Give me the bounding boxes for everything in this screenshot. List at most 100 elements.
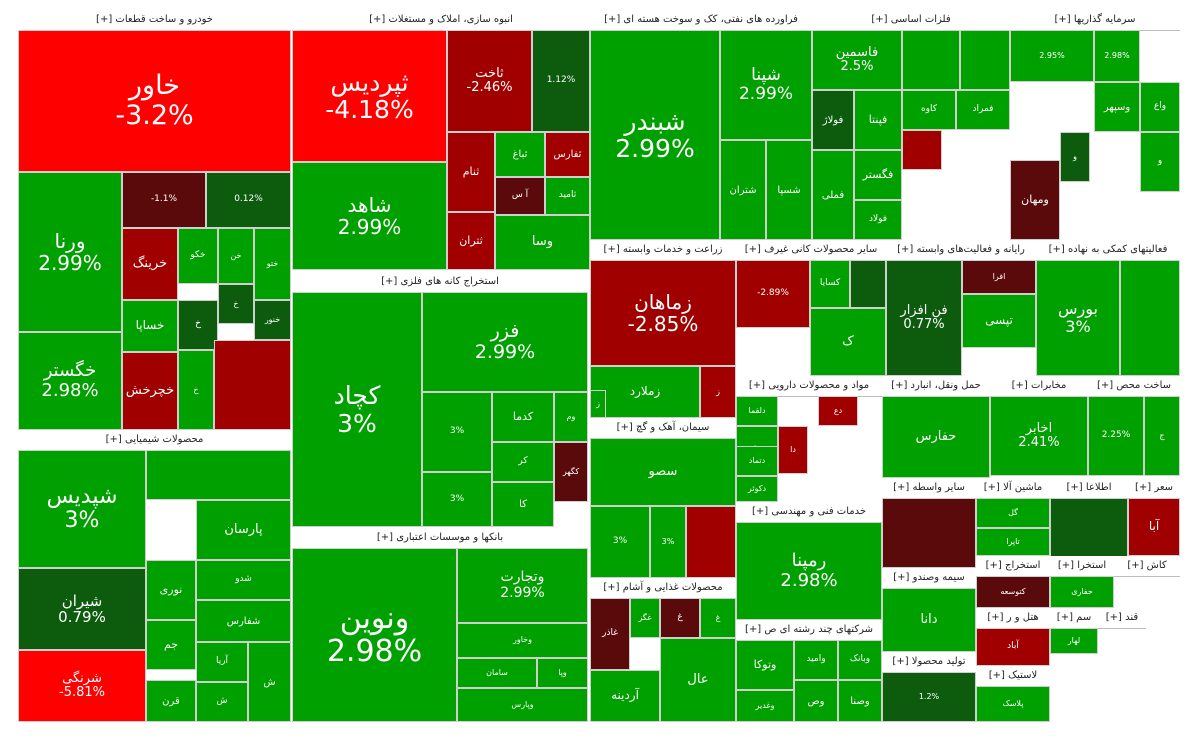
stock-tile[interactable]: خاور -3.2% [18, 30, 291, 172]
stock-tile[interactable]: 1.12% [532, 30, 590, 132]
stock-tile[interactable]: خنور [254, 300, 291, 340]
sector-title[interactable]: سعر [+] [1128, 478, 1180, 499]
stock-tile[interactable]: خرینگ [122, 228, 178, 300]
stock-tile[interactable] [960, 30, 1010, 90]
stock-tile[interactable]: و [1140, 132, 1180, 192]
stock-tile[interactable]: شیران 0.79% [18, 568, 146, 650]
stock-tile[interactable]: شپدیس 3% [18, 450, 146, 568]
stock-tile[interactable]: پلاسک [976, 686, 1050, 722]
stock-tile[interactable]: خ [178, 300, 218, 350]
stock-tile[interactable]: شتران [720, 140, 766, 240]
stock-tile[interactable]: -1.1% [122, 172, 206, 228]
sector-title[interactable]: ماشین آلا [+] [976, 478, 1050, 499]
stock-tile[interactable]: خساپا [122, 300, 178, 352]
stock-tile[interactable]: شفارس [196, 600, 291, 642]
stock-tile[interactable]: دتماد [736, 446, 778, 476]
stock-tile[interactable]: آ س [495, 177, 545, 215]
stock-tile[interactable]: 3% [590, 506, 650, 578]
stock-tile[interactable]: وخاور [457, 623, 588, 658]
stock-tile[interactable]: کر [492, 442, 554, 482]
stock-tile[interactable]: وتجارت 2.99% [457, 548, 588, 623]
stock-tile[interactable]: ثپردیس -4.18% [292, 30, 447, 162]
stock-tile[interactable]: 1.2% [882, 672, 976, 722]
sector-title[interactable]: استخرا [+] [1050, 556, 1114, 577]
stock-tile[interactable]: ش [248, 642, 291, 722]
stock-tile[interactable]: فمراد [956, 90, 1010, 130]
stock-tile[interactable]: ز [700, 366, 736, 418]
stock-tile[interactable]: ثتران [447, 212, 495, 270]
sector-title[interactable]: اطلاعا [+] [1050, 478, 1128, 499]
sector-title[interactable]: سیمان، آهک و گچ [+] [590, 418, 736, 439]
stock-tile[interactable]: کگهر [554, 442, 588, 502]
stock-tile[interactable]: ورنا 2.99% [18, 172, 122, 332]
stock-tile[interactable]: حفارس [882, 396, 990, 478]
sector-title[interactable]: خودرو و ساخت قطعات [+] [18, 10, 291, 31]
stock-tile[interactable]: وم [554, 392, 588, 442]
stock-tile[interactable]: فن افزار 0.77% [886, 260, 962, 376]
stock-tile[interactable]: واع [1140, 82, 1180, 132]
stock-tile[interactable]: خ [218, 284, 254, 324]
sector-title[interactable]: خدمات فنی و مهندسی [+] [736, 502, 882, 523]
sector-title[interactable]: رایانه و فعالیت‌های وابسته [+] [886, 240, 1036, 261]
stock-tile[interactable] [1120, 260, 1180, 376]
sector-title[interactable]: سایر محصولات کانی غیرف [+] [736, 240, 886, 261]
stock-tile[interactable] [902, 30, 960, 90]
stock-tile[interactable]: 3% [650, 506, 686, 578]
sector-title[interactable]: زراعت و خدمات وابسته [+] [590, 240, 736, 261]
stock-tile[interactable]: گل [976, 498, 1050, 528]
stock-tile[interactable]: آباد [976, 628, 1050, 666]
stock-tile[interactable]: جم [146, 620, 196, 670]
stock-tile[interactable]: دلقما [736, 396, 778, 426]
stock-tile[interactable] [686, 506, 736, 578]
sector-title[interactable]: استخراج کانه های فلزی [+] [292, 272, 588, 293]
stock-tile[interactable]: کاوه [902, 90, 956, 130]
stock-tile[interactable]: دع [818, 396, 858, 426]
sector-title[interactable]: تولید محصولا [+] [882, 652, 976, 673]
stock-tile[interactable]: ختو [254, 228, 291, 300]
sector-title[interactable]: لاستیک [+] [976, 666, 1050, 687]
stock-tile[interactable]: غ [660, 598, 700, 638]
stock-tile[interactable]: کسایا [810, 260, 850, 308]
stock-tile[interactable]: خکو [178, 228, 218, 284]
stock-tile[interactable]: بورس 3% [1036, 260, 1120, 376]
stock-tile[interactable]: رمپنا 2.98% [736, 522, 882, 620]
stock-tile[interactable]: آبا [1128, 498, 1180, 556]
stock-tile[interactable]: کدما [492, 392, 554, 442]
sector-title[interactable]: هتل و ر [+] [976, 608, 1050, 629]
sector-title[interactable]: سرمایه گذاریها [+] [1010, 10, 1180, 31]
stock-tile[interactable]: تپسی [962, 294, 1036, 348]
sector-title[interactable]: سم [+] [1050, 608, 1098, 629]
stock-tile[interactable]: وغدیر [736, 690, 794, 722]
stock-tile[interactable]: غگز [630, 598, 660, 638]
stock-tile[interactable]: شدو [196, 560, 291, 600]
sector-title[interactable]: کاش [+] [1114, 556, 1180, 577]
stock-tile[interactable] [882, 498, 976, 568]
stock-tile[interactable]: 2.25% [1088, 396, 1144, 476]
stock-tile[interactable]: کتوسعه [976, 576, 1050, 608]
stock-tile[interactable] [1050, 498, 1128, 562]
stock-tile[interactable]: آردینه [590, 670, 660, 722]
stock-tile[interactable]: ثامید [545, 177, 590, 215]
stock-tile[interactable]: وامید [794, 640, 838, 680]
stock-tile[interactable]: ونوین 2.98% [292, 548, 457, 722]
stock-tile[interactable]: حفاری [1050, 576, 1114, 608]
stock-tile[interactable]: 3% [422, 472, 492, 527]
stock-tile[interactable]: زملارد [590, 366, 700, 418]
stock-tile[interactable]: ثباغ [495, 132, 545, 177]
stock-tile[interactable]: شرنگی -5.81% [18, 650, 146, 722]
stock-tile[interactable]: غ [700, 598, 736, 638]
stock-tile[interactable]: خ [178, 350, 214, 430]
stock-tile[interactable]: سصو [590, 438, 736, 506]
stock-tile[interactable]: -2.89% [736, 260, 810, 328]
stock-tile[interactable]: ومهان [1010, 160, 1060, 240]
stock-tile[interactable]: وبانک [838, 640, 882, 680]
stock-tile[interactable]: تاپرا [976, 528, 1050, 556]
stock-tile[interactable]: دا [778, 426, 808, 474]
stock-tile[interactable]: کا [492, 482, 554, 527]
stock-tile[interactable]: 3% [422, 392, 492, 472]
sector-title[interactable]: فلزات اساسی [+] [812, 10, 1010, 31]
sector-title[interactable]: انبوه سازی، املاک و مستغلات [+] [292, 10, 590, 31]
stock-tile[interactable]: شپنا 2.99% [720, 30, 812, 140]
stock-tile[interactable]: زماهان -2.85% [590, 260, 736, 366]
stock-tile[interactable]: آریا [196, 642, 248, 682]
